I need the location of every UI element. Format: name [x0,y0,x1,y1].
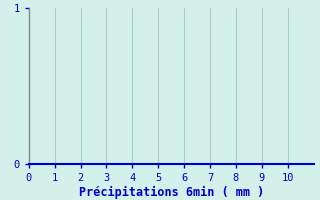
X-axis label: Précipitations 6min ( mm ): Précipitations 6min ( mm ) [79,186,264,199]
